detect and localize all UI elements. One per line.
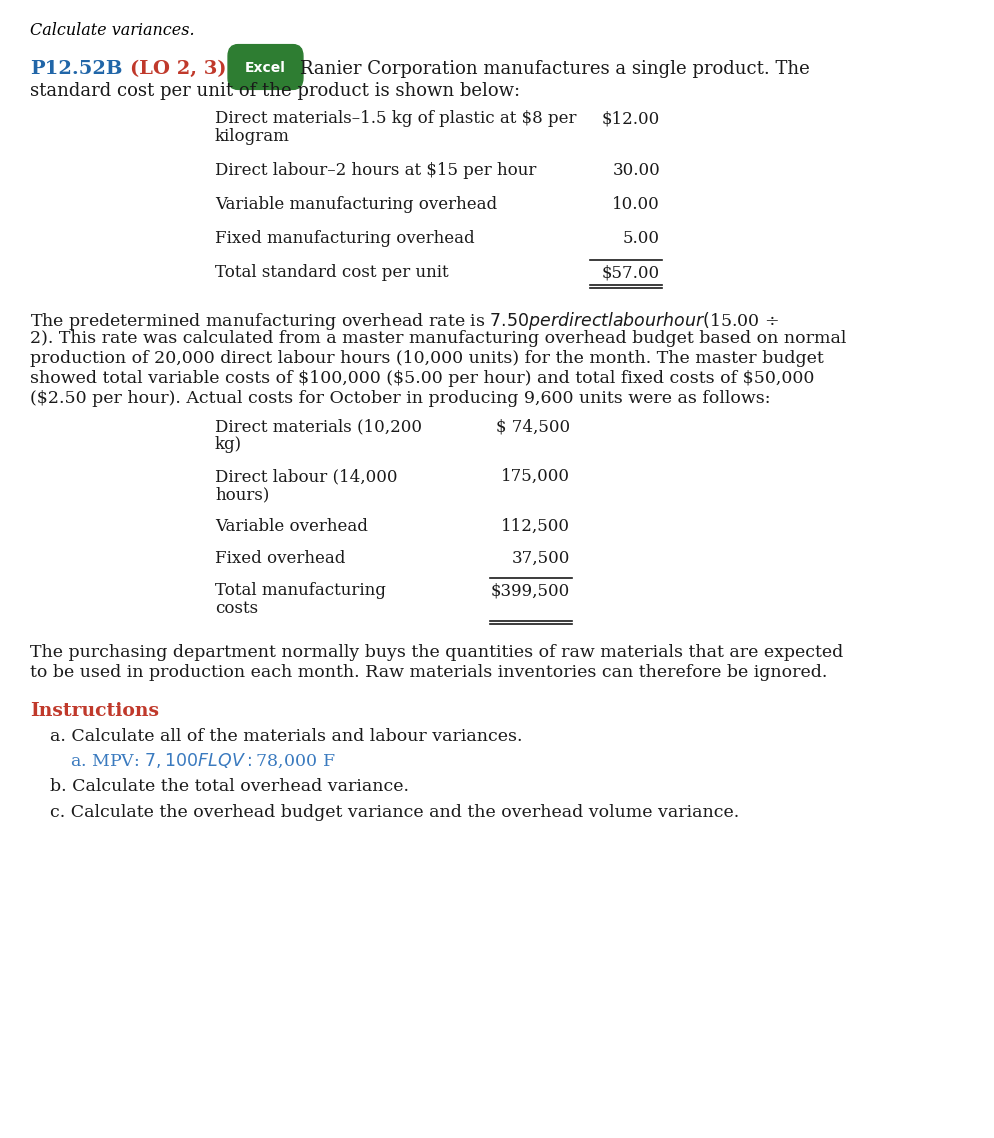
Text: Direct materials–1.5 kg of plastic at $8 per: Direct materials–1.5 kg of plastic at $8… (215, 110, 577, 127)
Text: c. Calculate the overhead budget variance and the overhead volume variance.: c. Calculate the overhead budget varianc… (50, 805, 740, 820)
Text: Direct materials (10,200: Direct materials (10,200 (215, 418, 422, 435)
Text: The purchasing department normally buys the quantities of raw materials that are: The purchasing department normally buys … (30, 644, 843, 661)
Text: Direct labour–2 hours at $15 per hour: Direct labour–2 hours at $15 per hour (215, 162, 537, 179)
Text: (LO 2, 3): (LO 2, 3) (130, 60, 227, 79)
Text: 175,000: 175,000 (501, 468, 570, 485)
Text: Ranier Corporation manufactures a single product. The: Ranier Corporation manufactures a single… (300, 60, 810, 79)
Text: Fixed manufacturing overhead: Fixed manufacturing overhead (215, 230, 474, 247)
Text: Calculate variances.: Calculate variances. (30, 22, 195, 39)
Text: Total manufacturing: Total manufacturing (215, 582, 386, 599)
Text: kg): kg) (215, 436, 243, 453)
Text: $57.00: $57.00 (602, 264, 660, 281)
Text: ($2.50 per hour). Actual costs for October in producing 9,600 units were as foll: ($2.50 per hour). Actual costs for Octob… (30, 390, 770, 407)
Text: 37,500: 37,500 (512, 550, 570, 567)
Text: $399,500: $399,500 (491, 582, 570, 599)
Text: a. Calculate all of the materials and labour variances.: a. Calculate all of the materials and la… (50, 728, 523, 745)
Text: kilogram: kilogram (215, 127, 290, 145)
Text: P12.52B: P12.52B (30, 60, 122, 79)
Text: Direct labour (14,000: Direct labour (14,000 (215, 468, 398, 485)
FancyBboxPatch shape (228, 44, 303, 90)
Text: Excel: Excel (246, 61, 286, 75)
Text: Variable overhead: Variable overhead (215, 518, 368, 535)
Text: standard cost per unit of the product is shown below:: standard cost per unit of the product is… (30, 82, 520, 100)
Text: costs: costs (215, 600, 258, 617)
Text: 10.00: 10.00 (612, 196, 660, 213)
Text: Instructions: Instructions (30, 702, 159, 720)
Text: Fixed overhead: Fixed overhead (215, 550, 345, 567)
Text: 5.00: 5.00 (623, 230, 660, 247)
Text: hours): hours) (215, 486, 269, 503)
Text: The predetermined manufacturing overhead rate is $7.50 per direct labour hour ($: The predetermined manufacturing overhead… (30, 310, 779, 332)
Text: b. Calculate the total overhead variance.: b. Calculate the total overhead variance… (50, 778, 409, 795)
Text: to be used in production each month. Raw materials inventories can therefore be : to be used in production each month. Raw… (30, 663, 827, 681)
Text: a. MPV: $7,100 F LQV: $78,000 F: a. MPV: $7,100 F LQV: $78,000 F (70, 752, 336, 770)
Text: 112,500: 112,500 (501, 518, 570, 535)
Text: $12.00: $12.00 (601, 110, 660, 127)
Text: production of 20,000 direct labour hours (10,000 units) for the month. The maste: production of 20,000 direct labour hours… (30, 351, 824, 366)
Text: showed total variable costs of $100,000 ($5.00 per hour) and total fixed costs o: showed total variable costs of $100,000 … (30, 370, 814, 387)
Text: Variable manufacturing overhead: Variable manufacturing overhead (215, 196, 497, 213)
Text: 30.00: 30.00 (612, 162, 660, 179)
Text: 2). This rate was calculated from a master manufacturing overhead budget based o: 2). This rate was calculated from a mast… (30, 330, 846, 347)
Text: Total standard cost per unit: Total standard cost per unit (215, 264, 448, 281)
Text: $ 74,500: $ 74,500 (496, 418, 570, 435)
